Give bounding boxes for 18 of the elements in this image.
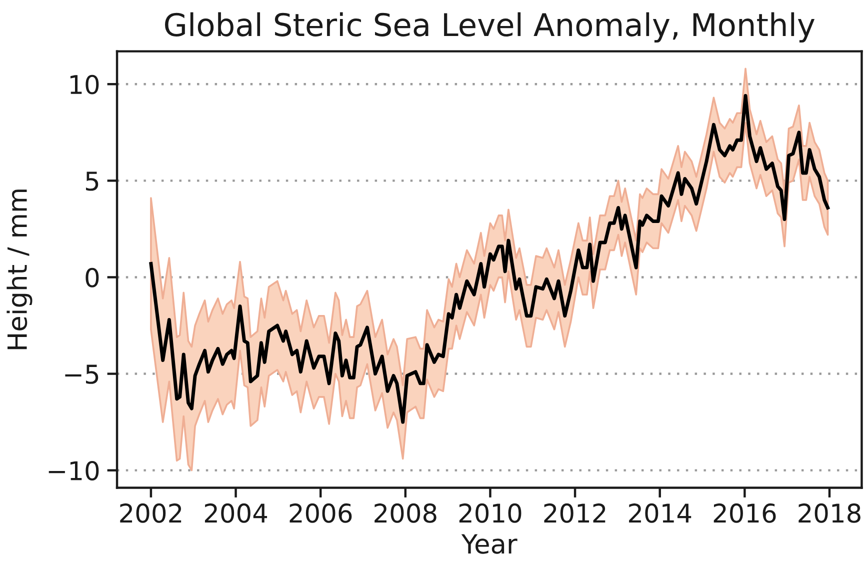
y-tick-label: 10 — [70, 74, 99, 94]
x-tick-label: 2016 — [714, 503, 776, 523]
x-tick-label: 2018 — [798, 503, 860, 523]
x-tick-label: 2006 — [290, 503, 352, 523]
x-tick-label: 2008 — [374, 503, 436, 523]
y-tick-label: −5 — [65, 364, 98, 384]
x-tick-label: 2014 — [629, 503, 692, 523]
x-tick-label: 2002 — [120, 503, 182, 523]
x-axis-title: Year — [461, 534, 518, 554]
line-series — [149, 94, 830, 424]
y-axis-title: Height / mm — [6, 190, 32, 350]
y-tick-label: 0 — [86, 268, 99, 288]
x-tick-label: 2012 — [544, 503, 606, 523]
chart-title: Global Steric Sea Level Anomaly, Monthly — [165, 12, 815, 43]
x-tick-label: 2010 — [459, 503, 522, 523]
y-tick-label: 5 — [86, 172, 98, 191]
y-tick-label: −10 — [48, 461, 99, 480]
x-tick-label: 2004 — [204, 503, 268, 523]
